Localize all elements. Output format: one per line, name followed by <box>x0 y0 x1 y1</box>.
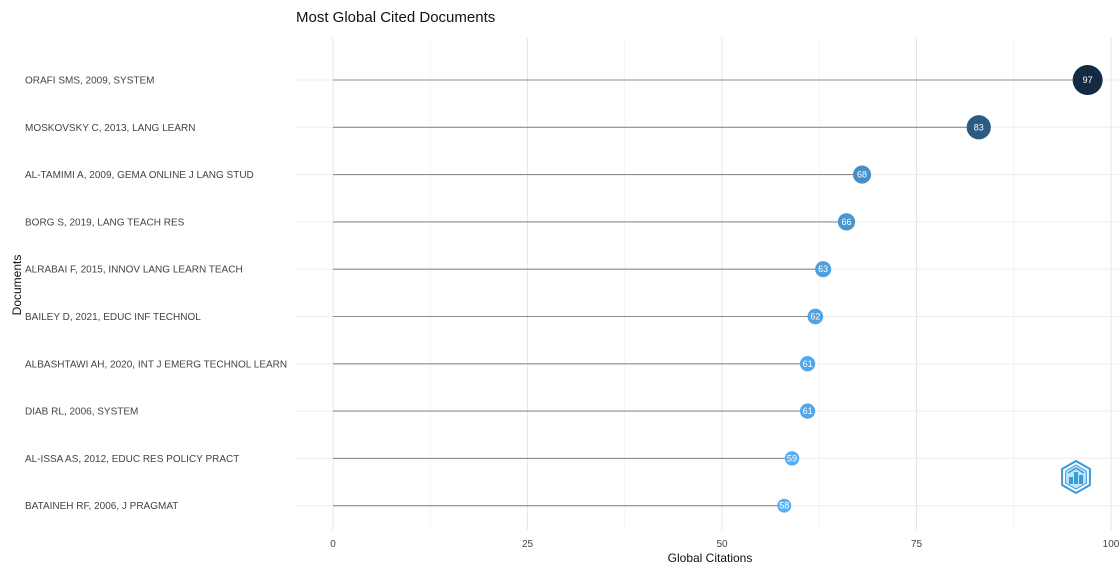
lollipop-point <box>777 498 792 513</box>
lollipop-point <box>815 261 832 278</box>
bibliometrix-logo-icon <box>1061 459 1091 495</box>
x-tick-label: 25 <box>522 539 534 550</box>
x-axis-title: Global Citations <box>668 551 753 564</box>
document-label: DIAB RL, 2006, SYSTEM <box>25 407 138 418</box>
document-label: ALRABAI F, 2015, INNOV LANG LEARN TEACH <box>25 265 243 276</box>
x-tick-label: 50 <box>716 539 728 550</box>
chart-title: Most Global Cited Documents <box>296 9 496 26</box>
document-label: AL-ISSA AS, 2012, EDUC RES POLICY PRACT <box>25 454 239 465</box>
document-label: ORAFI SMS, 2009, SYSTEM <box>25 76 154 87</box>
lollipop-point <box>799 356 816 372</box>
data-label: 61 <box>803 359 813 369</box>
data-label: 61 <box>803 406 813 416</box>
data-label: 66 <box>841 217 851 227</box>
y-axis-title: Documents <box>10 255 24 316</box>
document-label: MOSKOVSKY C, 2013, LANG LEARN <box>25 123 195 134</box>
data-label: 97 <box>1083 75 1093 85</box>
lollipop-point <box>1072 65 1103 95</box>
x-tick-label: 0 <box>330 539 336 550</box>
lollipop-point <box>799 403 816 419</box>
data-label: 68 <box>857 170 867 180</box>
document-label: ALBASHTAWI AH, 2020, INT J EMERG TECHNOL… <box>25 359 287 370</box>
data-label: 83 <box>974 122 984 132</box>
lollipop-point <box>966 115 991 140</box>
data-label: 62 <box>810 312 820 322</box>
data-label: 59 <box>787 453 797 463</box>
data-label: 63 <box>818 264 828 274</box>
x-tick-label: 75 <box>911 539 923 550</box>
document-label: BORG S, 2019, LANG TEACH RES <box>25 217 185 228</box>
lollipop-point <box>837 213 856 231</box>
lollipop-point <box>807 308 824 325</box>
lollipop-point <box>852 165 872 184</box>
x-tick-label: 100 <box>1103 539 1119 550</box>
document-label: AL-TAMIMI A, 2009, GEMA ONLINE J LANG ST… <box>25 170 254 181</box>
document-label: BATAINEH RF, 2006, J PRAGMAT <box>25 501 178 512</box>
data-label: 58 <box>779 501 789 511</box>
lollipop-point <box>784 451 800 466</box>
document-label: BAILEY D, 2021, EDUC INF TECHNOL <box>25 312 201 323</box>
